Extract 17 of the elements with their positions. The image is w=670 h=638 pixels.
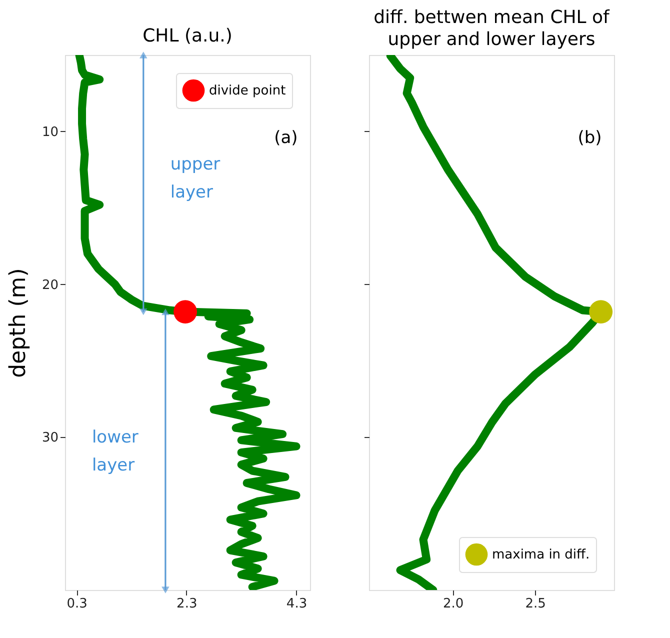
annotation: lower layer	[92, 428, 138, 476]
annotation: (b)	[578, 128, 602, 148]
annotation: (a)	[274, 128, 298, 148]
chart-title: diff. bettwen mean CHL of upper and lower layers	[374, 7, 610, 50]
x-tick-label: 4.3	[286, 596, 308, 612]
x-tick-label: 2.0	[443, 596, 464, 612]
y-tick-label: 30	[42, 430, 58, 446]
y-tick-label: 20	[42, 278, 58, 293]
x-tick-label: 0.3	[66, 596, 88, 612]
y-tick-label: 10	[42, 124, 58, 140]
x-tick-label: 2.5	[525, 596, 546, 612]
chart-title: CHL (a.u.)	[142, 26, 232, 47]
annotation: upper layer	[170, 154, 220, 203]
x-tick-label: 2.3	[176, 596, 198, 612]
legend-label: divide point	[209, 84, 286, 98]
y-axis-title: depth (m)	[6, 268, 31, 378]
legend-label: maxima in diff.	[492, 548, 590, 562]
